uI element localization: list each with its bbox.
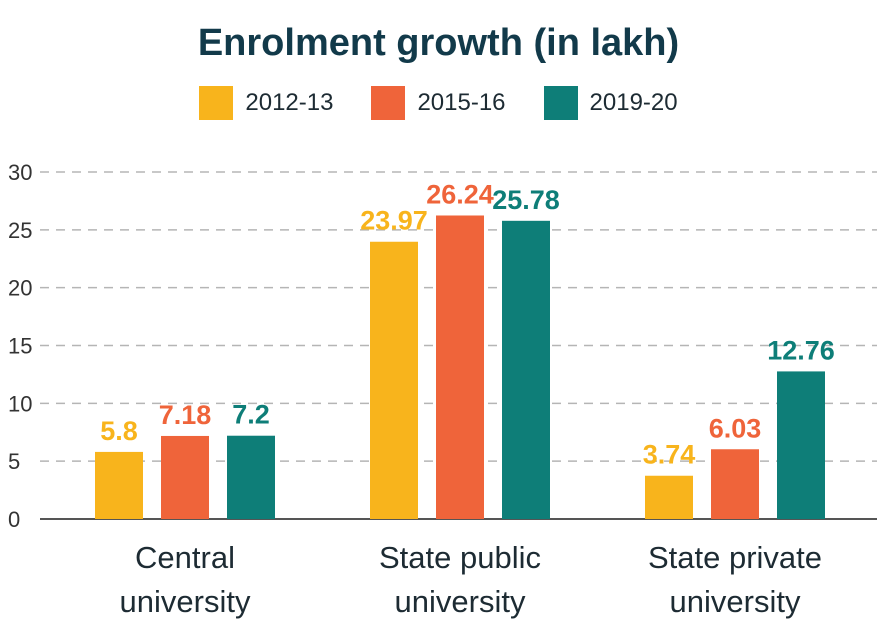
y-tick-label: 15 bbox=[8, 334, 32, 359]
bar bbox=[645, 475, 693, 519]
bars bbox=[95, 215, 825, 519]
legend-swatch-2012-13 bbox=[199, 86, 234, 120]
bar bbox=[161, 435, 209, 519]
y-tick-label: 0 bbox=[8, 507, 20, 532]
category-label: Central bbox=[135, 540, 235, 575]
y-tick-label: 5 bbox=[8, 449, 20, 474]
legend-label-2019-20: 2019-20 bbox=[589, 89, 678, 116]
data-label: 23.97 bbox=[360, 206, 428, 236]
data-label: 7.2 bbox=[232, 400, 270, 430]
category-label: State public bbox=[379, 540, 541, 575]
category-label: university bbox=[670, 584, 801, 619]
bar bbox=[95, 451, 143, 519]
data-label: 7.18 bbox=[159, 400, 212, 430]
data-label: 25.78 bbox=[492, 185, 560, 215]
legend-label-2012-13: 2012-13 bbox=[245, 89, 334, 116]
category-label: university bbox=[395, 584, 526, 619]
legend: 2012-13 2015-16 2019-20 bbox=[0, 86, 877, 120]
data-label: 5.8 bbox=[100, 416, 138, 446]
legend-item-2012-13: 2012-13 bbox=[199, 86, 333, 120]
category-label: State private bbox=[648, 540, 822, 575]
data-label: 12.76 bbox=[767, 335, 835, 365]
bar bbox=[711, 449, 759, 519]
bar bbox=[777, 371, 825, 519]
data-labels: 5.8 23.97 3.74 7.18 26.24 6.03 7.2 25.78 12.76 bbox=[100, 179, 835, 469]
data-label: 3.74 bbox=[643, 440, 696, 470]
legend-swatch-2015-16 bbox=[371, 86, 406, 120]
chart-title: Enrolment growth (in lakh) bbox=[197, 22, 680, 64]
bar bbox=[227, 435, 275, 519]
bar bbox=[502, 220, 550, 519]
data-label: 6.03 bbox=[709, 413, 762, 443]
bar bbox=[370, 241, 418, 519]
legend-item-2015-16: 2015-16 bbox=[371, 86, 506, 120]
y-tick-label: 20 bbox=[8, 276, 32, 301]
y-axis-ticks: 0 5 10 15 20 25 30 bbox=[8, 160, 32, 532]
legend-label-2015-16: 2015-16 bbox=[417, 89, 506, 116]
y-tick-label: 10 bbox=[8, 391, 32, 416]
legend-swatch-2019-20 bbox=[543, 86, 578, 120]
bar bbox=[436, 215, 484, 519]
category-labels: Central university State public university S… bbox=[120, 540, 822, 619]
y-tick-label: 25 bbox=[8, 218, 32, 243]
data-label: 26.24 bbox=[426, 179, 494, 209]
legend-item-2019-20: 2019-20 bbox=[543, 86, 678, 120]
y-tick-label: 30 bbox=[8, 160, 32, 185]
category-label: university bbox=[120, 584, 251, 619]
